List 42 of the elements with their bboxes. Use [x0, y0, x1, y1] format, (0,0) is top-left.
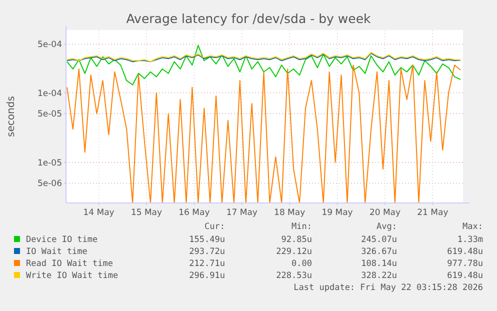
text: 229.12u	[276, 247, 312, 257]
text: 619.48u	[447, 271, 483, 281]
text: Cur:	[204, 222, 225, 232]
legend-label: IO Wait time	[26, 247, 88, 257]
text: 155.49u	[189, 235, 225, 245]
legend-label: Write IO Wait time	[26, 271, 118, 281]
text: 619.48u	[447, 247, 483, 257]
x-tick-label: 19 May	[322, 208, 353, 218]
x-tick-label: 21 May	[417, 208, 448, 218]
y-tick-label: 5e-05	[37, 110, 62, 120]
text: 1.33m	[457, 235, 483, 245]
text: 977.78u	[447, 259, 483, 269]
x-tick-label: 17 May	[226, 208, 258, 218]
x-tick-label: 16 May	[178, 208, 210, 218]
legend-label: Read IO Wait time	[26, 259, 113, 269]
line-series	[66, 44, 462, 86]
x-tick-label: 14 May	[83, 208, 114, 218]
y-axis-title: seconds	[6, 96, 17, 137]
text: 328.22u	[361, 271, 397, 281]
text: 212.71u	[189, 259, 225, 269]
x-tick-label: 18 May	[274, 208, 306, 218]
text: 108.14u	[361, 259, 397, 269]
text: 296.91u	[189, 271, 225, 281]
text: 245.07u	[361, 235, 397, 245]
y-tick-label: 5e-04	[37, 40, 62, 50]
x-tick-label: 15 May	[130, 208, 162, 218]
text: 0.00	[292, 259, 312, 269]
y-tick-label: 5e-06	[37, 179, 62, 190]
text: Last update: Fri May 22 03:15:28 2026	[294, 283, 483, 293]
text: Avg:	[376, 222, 397, 232]
y-tick-label: 1e-04	[37, 88, 62, 99]
x-tick-label: 20 May	[369, 208, 401, 218]
text: Max:	[462, 222, 483, 232]
line-series	[66, 64, 462, 204]
legend-label: Device IO time	[26, 235, 98, 245]
text: 228.53u	[276, 271, 312, 281]
text: 92.85u	[281, 235, 312, 245]
y-tick-label: 1e-05	[37, 158, 62, 168]
text: 326.67u	[361, 247, 397, 257]
text: 293.72u	[189, 247, 225, 257]
text: Min:	[292, 222, 312, 232]
chart-title: Average latency for /dev/sda - by week	[126, 11, 372, 26]
